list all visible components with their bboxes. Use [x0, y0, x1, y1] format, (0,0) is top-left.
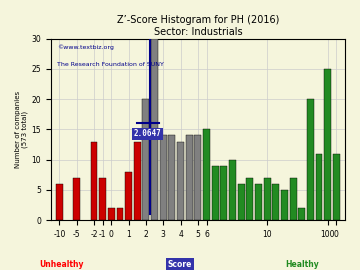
Text: Unhealthy: Unhealthy — [39, 260, 84, 269]
Bar — [91, 141, 98, 220]
Bar — [324, 69, 331, 220]
Bar — [229, 160, 236, 220]
Bar — [203, 129, 210, 220]
Bar — [143, 99, 149, 220]
Bar — [56, 184, 63, 220]
Bar — [289, 178, 297, 220]
Bar — [108, 208, 115, 220]
Bar — [177, 141, 184, 220]
Bar — [168, 136, 175, 220]
Bar — [307, 99, 314, 220]
Text: 2.0647: 2.0647 — [134, 129, 162, 139]
Bar — [255, 184, 262, 220]
Bar — [194, 136, 201, 220]
Bar — [316, 154, 323, 220]
Bar — [160, 136, 167, 220]
Text: Score: Score — [168, 260, 192, 269]
Bar — [298, 208, 305, 220]
Bar — [212, 166, 219, 220]
Bar — [73, 178, 80, 220]
Bar — [117, 208, 123, 220]
Title: Z’-Score Histogram for PH (2016)
Sector: Industrials: Z’-Score Histogram for PH (2016) Sector:… — [117, 15, 279, 37]
Bar — [220, 166, 227, 220]
Text: ©www.textbiz.org: ©www.textbiz.org — [57, 44, 113, 50]
Bar — [238, 184, 244, 220]
Y-axis label: Number of companies
(573 total): Number of companies (573 total) — [15, 91, 28, 168]
Bar — [125, 172, 132, 220]
Text: The Research Foundation of SUNY: The Research Foundation of SUNY — [57, 62, 163, 67]
Bar — [281, 190, 288, 220]
Bar — [186, 136, 193, 220]
Bar — [151, 39, 158, 220]
Bar — [264, 178, 271, 220]
Bar — [333, 154, 340, 220]
Bar — [134, 141, 141, 220]
Text: Healthy: Healthy — [285, 260, 319, 269]
Bar — [272, 184, 279, 220]
Bar — [99, 178, 106, 220]
Bar — [246, 178, 253, 220]
